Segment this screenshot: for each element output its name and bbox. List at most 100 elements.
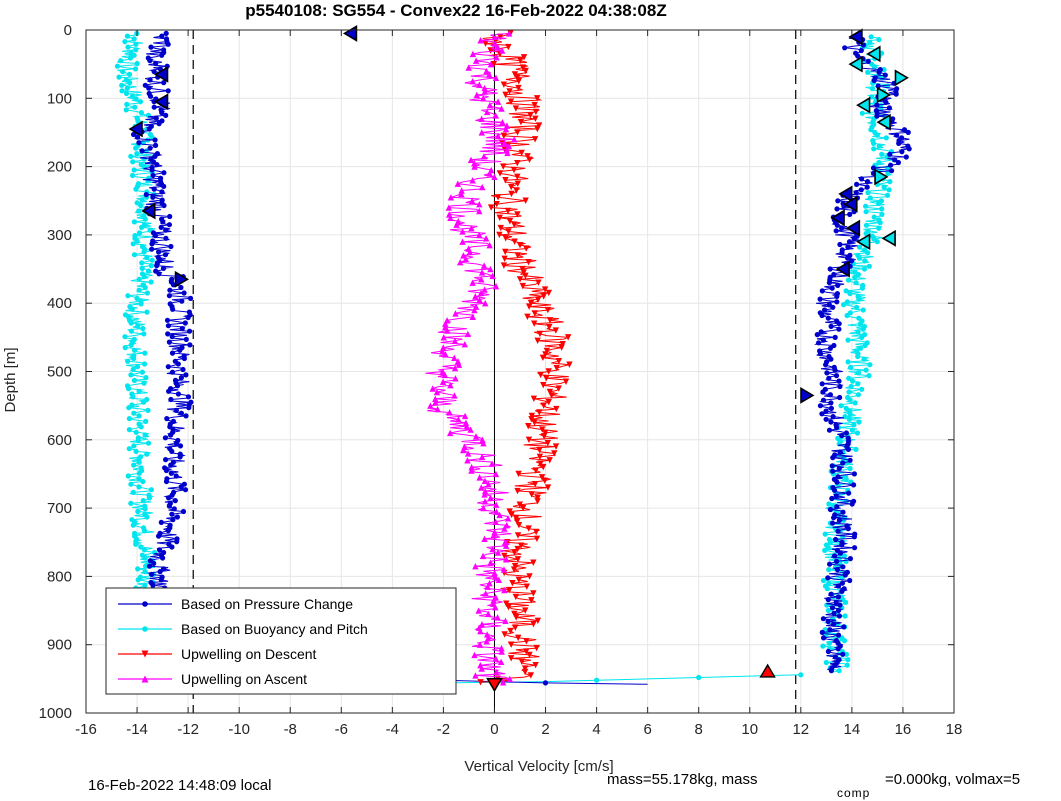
data-point <box>514 487 521 495</box>
data-point <box>859 386 865 392</box>
data-point <box>142 555 148 561</box>
data-point <box>545 289 553 297</box>
data-point <box>502 542 510 549</box>
data-point <box>132 104 138 110</box>
data-point <box>826 501 832 507</box>
data-point <box>182 320 188 326</box>
data-point <box>441 371 449 379</box>
data-point <box>138 110 144 116</box>
data-point <box>817 351 824 357</box>
data-point <box>539 354 547 362</box>
data-point <box>475 607 482 614</box>
data-point <box>544 306 552 314</box>
data-point <box>156 249 162 255</box>
data-point <box>820 389 826 395</box>
data-point <box>876 159 882 166</box>
data-point <box>483 638 490 645</box>
data-point <box>819 629 825 636</box>
data-point <box>150 172 156 179</box>
data-point <box>509 580 516 587</box>
data-point <box>162 252 169 258</box>
data-point <box>123 90 130 97</box>
data-point <box>500 262 508 269</box>
data-point <box>131 462 137 468</box>
data-point <box>844 662 850 668</box>
data-point <box>124 101 130 107</box>
data-point <box>141 249 147 255</box>
legend-label: Upwelling on Descent <box>181 646 317 662</box>
data-point <box>487 60 495 68</box>
data-point <box>134 151 140 157</box>
data-point <box>432 399 439 406</box>
data-point <box>135 577 141 583</box>
data-point <box>510 166 518 174</box>
data-point <box>482 300 489 307</box>
data-point <box>478 621 486 628</box>
data-point <box>140 478 146 485</box>
data-point <box>825 597 831 603</box>
data-point <box>835 528 841 534</box>
data-point <box>545 368 552 375</box>
data-point <box>476 207 483 215</box>
data-point <box>519 504 527 512</box>
data-point <box>447 194 455 201</box>
data-point <box>188 295 194 301</box>
data-point <box>840 509 846 515</box>
data-point <box>480 504 487 512</box>
data-point <box>833 536 839 543</box>
data-point <box>863 203 869 209</box>
data-point <box>165 323 171 329</box>
data-point <box>149 241 155 247</box>
data-point <box>507 641 515 648</box>
data-point <box>127 80 133 86</box>
data-point <box>857 321 864 327</box>
data-point <box>139 224 145 230</box>
data-point <box>856 255 863 261</box>
data-point <box>822 531 828 537</box>
data-point <box>485 480 492 488</box>
data-point <box>865 69 871 75</box>
data-point <box>828 419 834 425</box>
data-point <box>531 310 539 317</box>
x-tick-label: -4 <box>386 721 399 738</box>
data-point <box>487 559 494 566</box>
y-tick-label: 100 <box>47 90 72 107</box>
data-point <box>531 480 539 488</box>
data-point <box>478 269 486 276</box>
data-point <box>160 219 166 225</box>
triangle-marker <box>141 202 156 220</box>
x-tick-label: 6 <box>643 721 651 738</box>
y-tick-label: 1000 <box>39 705 72 722</box>
data-point <box>147 77 153 83</box>
markers <box>128 25 909 693</box>
data-point <box>842 45 848 51</box>
data-point <box>502 125 510 133</box>
data-point <box>141 274 147 280</box>
data-point <box>498 47 506 54</box>
data-point <box>496 214 503 222</box>
data-point <box>135 323 141 329</box>
triangle-marker <box>174 270 190 288</box>
data-point <box>469 313 476 321</box>
data-point <box>496 231 503 239</box>
data-point <box>152 153 158 159</box>
mass-comp-subscript: comp <box>837 786 870 800</box>
data-point <box>460 252 467 259</box>
data-point <box>506 218 514 225</box>
data-point <box>530 559 537 566</box>
data-point <box>864 179 871 185</box>
data-point <box>496 511 503 519</box>
data-point <box>468 463 475 471</box>
data-point <box>512 614 520 621</box>
data-point <box>559 340 566 348</box>
data-point <box>479 183 486 191</box>
data-point <box>163 227 169 233</box>
data-point <box>134 60 140 67</box>
data-point <box>138 424 144 430</box>
data-point <box>128 342 134 348</box>
data-point <box>828 400 834 406</box>
data-point <box>126 427 132 433</box>
data-point <box>830 520 836 526</box>
data-point <box>829 463 835 469</box>
data-point <box>541 477 549 484</box>
